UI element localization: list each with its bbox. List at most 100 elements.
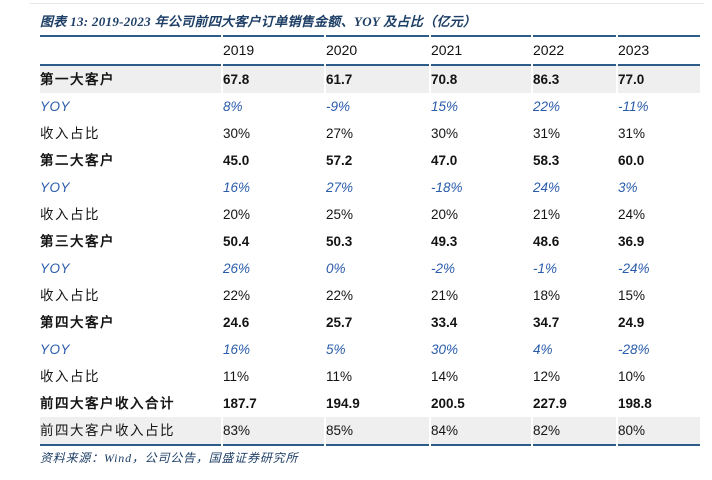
cell-value: 57.2 [326,153,353,168]
cell-value: 67.8 [221,65,325,93]
table-row: 前四大客户收入合计 187.7 194.9 200.5 227.9 198.8 [40,390,700,417]
cell-value: 4% [533,342,553,357]
cell-value: 11% [223,369,250,384]
row-label: 前四大客户收入占比 [40,417,222,445]
table-row: 第二大客户 45.0 57.2 47.0 58.3 60.0 [40,147,700,174]
cell-value: 86.3 [531,65,617,93]
cell-value: 10% [618,369,646,384]
table-row: YOY 8% -9% 15% 22% -11% [40,93,700,120]
cell-value: 22% [223,288,251,303]
cell-value: 24% [618,207,646,222]
row-label: YOY [40,99,71,114]
table-row: 收入占比 11% 11% 14% 12% 10% [40,363,700,390]
cell-value: 24.9 [618,315,645,330]
cell-value: 30% [431,126,459,141]
cell-value: 21% [533,207,561,222]
table-row: 第一大客户 67.8 61.7 70.8 86.3 77.0 [40,65,700,93]
cell-value: 58.3 [533,153,560,168]
cell-value: 30% [431,342,459,357]
cell-value: 15% [618,288,646,303]
cell-value: 16% [223,342,251,357]
cell-value: 20% [223,207,251,222]
row-label: YOY [40,261,71,276]
row-label: 收入占比 [40,207,100,222]
cell-value: 77.0 [616,65,700,93]
row-label: 第二大客户 [40,153,115,168]
cell-value: 12% [533,369,561,384]
cell-value: 36.9 [618,234,645,249]
cell-value: 11% [326,369,353,384]
cell-value: 21% [431,288,459,303]
cell-value: 34.7 [533,315,560,330]
cell-value: -24% [618,261,650,276]
source-note: 资料来源：Wind，公司公告，国盛证券研究所 [40,451,299,465]
row-label-header [40,36,222,65]
cell-value: 15% [431,99,459,114]
row-label: 收入占比 [40,369,100,384]
table-row: 第四大客户 24.6 25.7 33.4 34.7 24.9 [40,309,700,336]
table-row: 第三大客户 50.4 50.3 49.3 48.6 36.9 [40,228,700,255]
cell-value: 31% [533,126,561,141]
year-column-header: 2019 [223,42,255,58]
cell-value: 48.6 [533,234,560,249]
cell-value: 70.8 [429,65,532,93]
cell-value: -11% [618,99,649,114]
cell-value: -1% [533,261,558,276]
table-row: 前四大客户收入占比 83% 85% 84% 82% 80% [40,417,700,445]
table-body: 第一大客户 67.8 61.7 70.8 86.3 77.0 YOY 8% -9% 15% 22% -… [40,65,700,445]
cell-value: 22% [326,288,354,303]
cell-value: 84% [429,417,532,445]
table-row: 收入占比 20% 25% 20% 21% 24% [40,201,700,228]
cell-value: -9% [326,99,351,114]
cell-value: 5% [326,342,346,357]
row-label: 第四大客户 [40,315,115,330]
cell-value: 198.8 [618,396,652,411]
row-label: 前四大客户收入合计 [40,396,175,411]
cell-value: 187.7 [223,396,257,411]
cell-value: 25.7 [326,315,353,330]
cell-value: -2% [431,261,456,276]
cell-value: 3% [618,180,638,195]
cell-value: 50.4 [223,234,250,249]
row-label: 收入占比 [40,126,100,141]
cell-value: 227.9 [533,396,567,411]
cell-value: 194.9 [326,396,360,411]
row-label: YOY [40,342,71,357]
cell-value: 82% [531,417,617,445]
table-row: YOY 26% 0% -2% -1% -24% [40,255,700,282]
year-column-header: 2021 [431,42,463,58]
cell-value: 8% [223,99,243,114]
cell-value: 16% [223,180,251,195]
table-row: 收入占比 22% 22% 21% 18% 15% [40,282,700,309]
table-header-row: 2019 2020 2021 2022 2023 [40,36,700,65]
table-row: YOY 16% 27% -18% 24% 3% [40,174,700,201]
cell-value: -28% [618,342,650,357]
figure-title: 图表 13: 2019-2023 年公司前四大客户订单销售金额、YOY 及占比（… [40,14,477,29]
year-column-header: 2023 [618,42,650,58]
cell-value: 22% [533,99,561,114]
row-label: 收入占比 [40,288,100,303]
cell-value: 25% [326,207,354,222]
cell-value: 24.6 [223,315,250,330]
cell-value: 33.4 [431,315,458,330]
cell-value: 45.0 [223,153,250,168]
top-customers-table: 2019 2020 2021 2022 2023 第一大客户 67.8 61.7 70.8 86… [40,35,700,446]
cell-value: 31% [618,126,646,141]
cell-value: 24% [533,180,561,195]
cell-value: 26% [223,261,251,276]
cell-value: 18% [533,288,561,303]
cell-value: 14% [431,369,459,384]
cell-value: 49.3 [431,234,458,249]
row-label: YOY [40,180,71,195]
year-column-header: 2022 [533,42,565,58]
cell-value: 80% [616,417,700,445]
cell-value: 60.0 [618,153,645,168]
cell-value: 85% [324,417,430,445]
cell-value: 200.5 [431,396,465,411]
table-row: YOY 16% 5% 30% 4% -28% [40,336,700,363]
cell-value: 47.0 [431,153,458,168]
row-label: 第三大客户 [40,234,115,249]
cell-value: 20% [431,207,459,222]
cell-value: -18% [431,180,463,195]
